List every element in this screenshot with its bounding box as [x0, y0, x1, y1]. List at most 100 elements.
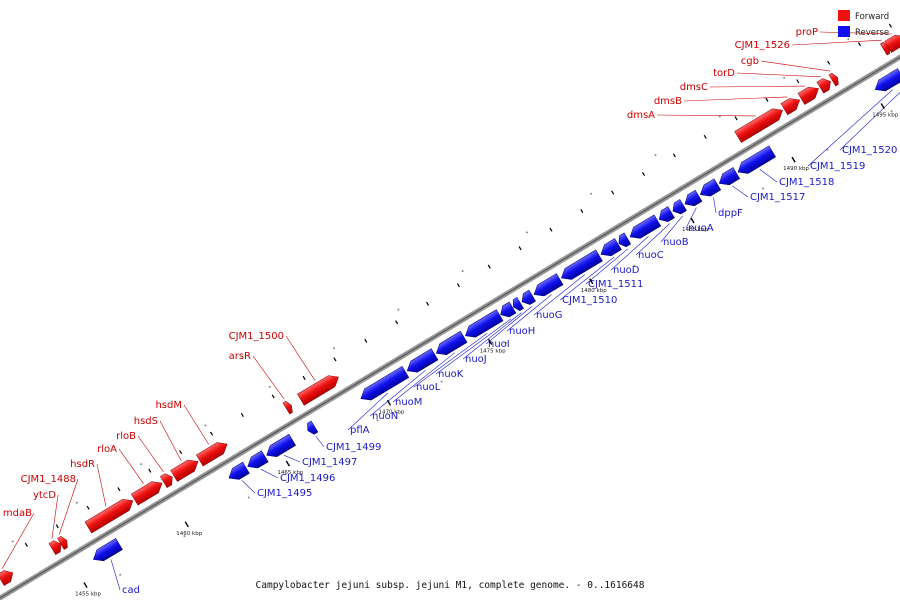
label-dmsb: dmsB — [654, 96, 682, 107]
minor-tick — [209, 431, 214, 436]
gene-dppf[interactable] — [697, 178, 722, 200]
gene-nuon[interactable] — [404, 348, 439, 377]
gene-cjm1-1510[interactable] — [598, 238, 622, 260]
gene-cjm1-1499[interactable] — [304, 420, 319, 436]
gene-nuol[interactable] — [462, 309, 504, 342]
gene-nuog[interactable] — [558, 249, 603, 284]
gene-cjm1-1500[interactable] — [297, 371, 341, 406]
minor-tick — [240, 412, 244, 418]
legend-label-forward: Forward — [855, 12, 889, 22]
gene-cjm1-1497[interactable] — [263, 433, 297, 461]
leader-nuoc — [635, 223, 671, 256]
minor-tick — [796, 79, 800, 84]
grid-dot — [75, 501, 78, 504]
gene-arrow-shape — [512, 296, 524, 312]
gene-prop[interactable] — [884, 31, 900, 53]
gene-rloa[interactable] — [130, 478, 165, 506]
gene-arrow-shape — [600, 238, 622, 257]
leader-nuon — [369, 370, 426, 417]
minor-tick — [271, 394, 275, 399]
leader-dmsa — [656, 114, 756, 117]
scale-ticks: 1455 kbp 1460 kbp 1465 kbp 1470 kbp 1475 kbp… — [24, 23, 899, 598]
gene-cgb[interactable] — [828, 72, 841, 87]
gene-nuoa[interactable] — [682, 189, 703, 209]
gene-arrow-shape — [48, 540, 62, 556]
grid-dot — [718, 115, 721, 118]
label-dmsc: dmsC — [680, 82, 708, 93]
gene-tord[interactable] — [816, 76, 834, 94]
gene-cjm1-1518[interactable] — [735, 145, 776, 178]
gene-arrow-shape — [297, 375, 339, 406]
gene-cjm1-1495[interactable] — [226, 461, 250, 483]
gene-ytcd[interactable] — [48, 538, 64, 556]
minor-tick — [395, 320, 399, 325]
gene-arrow-shape — [797, 86, 819, 105]
label-cjm1-1510: CJM1_1510 — [562, 295, 617, 306]
label-nuoj: nuoJ — [465, 354, 487, 365]
minor-tick — [487, 264, 491, 269]
gene-cjm1-1488[interactable] — [57, 535, 70, 550]
grid-dot — [633, 264, 636, 267]
gene-nuoi[interactable] — [519, 289, 536, 307]
gene-arrow-shape — [780, 98, 801, 116]
label-ytcd: ytcD — [33, 490, 56, 501]
leader-nuoh — [506, 294, 552, 332]
gene-nuoc[interactable] — [656, 206, 675, 225]
label-cjm1-1499: CJM1_1499 — [326, 442, 381, 453]
gene-nuod[interactable] — [627, 214, 662, 243]
gene-cjm1-1517[interactable] — [716, 167, 741, 189]
leader-hsdr — [96, 463, 107, 507]
minor-tick — [672, 153, 676, 158]
gene-nuom[interactable] — [433, 330, 468, 359]
leader-nuoi — [485, 306, 532, 345]
leader-cjm1-1519 — [807, 89, 893, 167]
gene-arrow-shape — [406, 348, 439, 373]
label-cjm1-1520: CJM1_1520 — [842, 145, 897, 156]
leader-cjm1-1510 — [559, 256, 615, 301]
gene-cjm1-1511[interactable] — [616, 232, 632, 249]
minor-tick — [703, 134, 707, 139]
leader-ytcd — [51, 494, 59, 539]
gene-arrow-shape — [160, 473, 173, 489]
label-nuol: nuoL — [416, 382, 441, 393]
gene-dmsc[interactable] — [797, 83, 822, 105]
gene-cjm1-1519[interactable] — [872, 68, 900, 96]
gene-arrow-shape — [360, 366, 410, 401]
tick-label: 1470 kbp — [379, 409, 405, 415]
gene-nuok[interactable] — [497, 301, 517, 320]
minor-tick — [425, 301, 430, 306]
gene-nuob[interactable] — [670, 199, 687, 216]
gene-dmsb[interactable] — [780, 94, 803, 116]
label-nuom: nuoM — [395, 397, 422, 408]
gene-nuoh[interactable] — [531, 273, 564, 301]
gene-arsr[interactable] — [282, 400, 295, 415]
grid-dot — [247, 496, 250, 499]
gene-pfla[interactable] — [358, 366, 410, 404]
gene-dmsa[interactable] — [734, 105, 786, 143]
leader-nuog — [533, 274, 586, 316]
minor-tick — [55, 524, 59, 529]
gene-mdab[interactable] — [0, 567, 16, 586]
gene-cjm1-1496[interactable] — [244, 450, 269, 472]
gene-arrow-shape — [658, 206, 675, 222]
gene-rlob[interactable] — [160, 471, 175, 489]
tick-mark — [880, 103, 885, 109]
gene-cad[interactable] — [90, 538, 123, 565]
label-pfla: pflA — [350, 425, 370, 436]
gene-hsdm[interactable] — [196, 438, 230, 467]
minor-tick — [765, 97, 769, 102]
gene-arrow-shape — [672, 199, 687, 215]
label-cjm1-1497: CJM1_1497 — [302, 457, 357, 468]
leader-prop — [819, 31, 892, 35]
gene-arrow-shape — [57, 536, 68, 550]
minor-tick — [333, 357, 337, 362]
leader-rlob — [137, 435, 164, 472]
gene-nuoj[interactable] — [510, 296, 524, 312]
gene-arrow-shape — [629, 214, 662, 239]
label-rlob: rloB — [116, 431, 136, 442]
label-nuok: nuoK — [438, 369, 464, 380]
tick-label: 1460 kbp — [176, 531, 202, 537]
gene-hsdr[interactable] — [84, 495, 136, 534]
gene-hsds[interactable] — [170, 456, 202, 482]
leader-cjm1-1495 — [241, 480, 256, 494]
